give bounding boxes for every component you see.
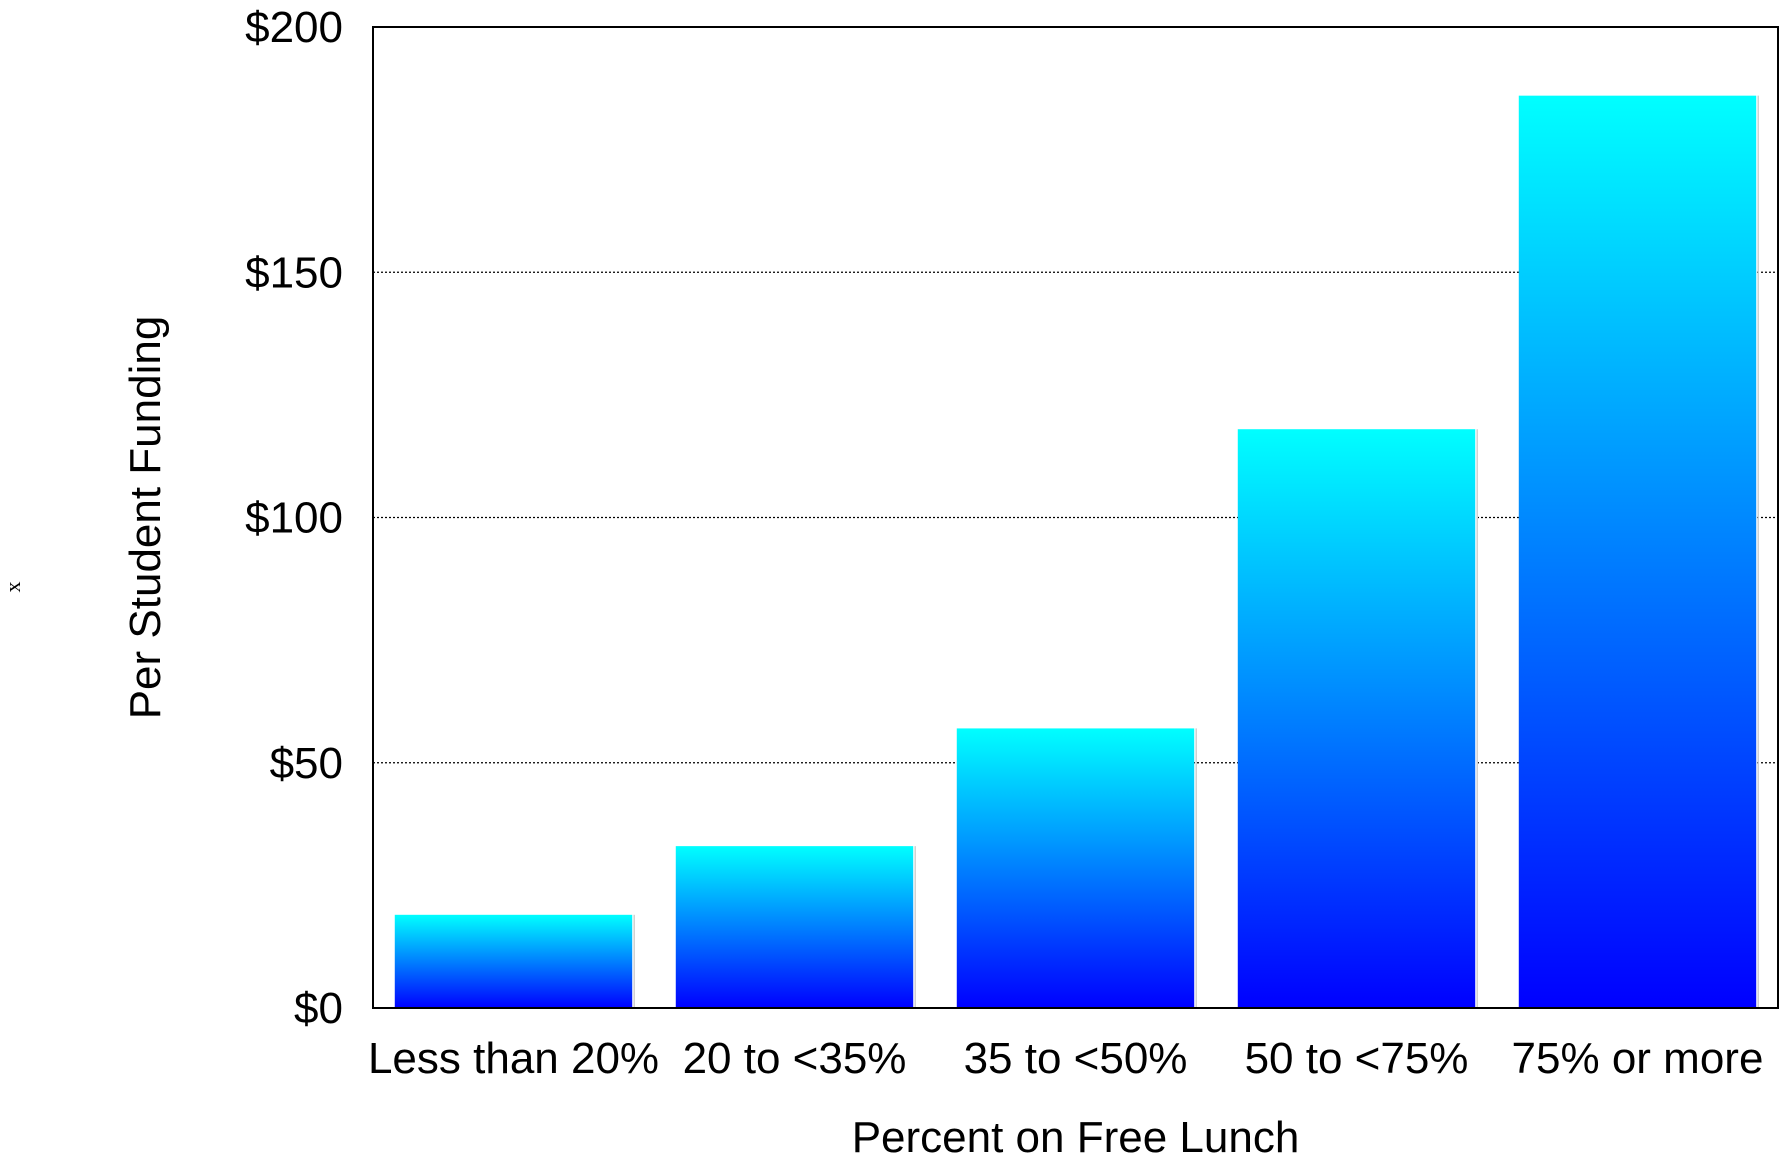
y-tick-label: $200 xyxy=(245,3,343,52)
x-tick-label: 20 to <35% xyxy=(683,1034,907,1083)
bar xyxy=(1518,95,1757,1009)
bars xyxy=(394,95,1759,1009)
bar xyxy=(394,914,633,1008)
y-tick-label: $100 xyxy=(245,494,343,543)
x-tick-label: 50 to <75% xyxy=(1245,1034,1469,1083)
plot-area-frame xyxy=(372,26,1779,1009)
y-axis-title: Per Student Funding xyxy=(121,316,170,720)
x-axis-tick-labels: Less than 20% 20 to <35% 35 to <50% 50 to <… xyxy=(368,1034,1763,1083)
y-tick-label: $150 xyxy=(245,248,343,297)
x-axis-title: Percent on Free Lunch xyxy=(852,1113,1300,1155)
bar xyxy=(675,846,914,1008)
y-tick-label: $50 xyxy=(270,739,343,788)
y-tick-label: $0 xyxy=(294,984,343,1033)
bar xyxy=(956,728,1195,1008)
x-tick-label: 75% or more xyxy=(1512,1034,1764,1083)
x-tick-label: 35 to <50% xyxy=(964,1034,1188,1083)
bar xyxy=(1237,429,1476,1009)
side-mark: x xyxy=(0,582,25,593)
x-tick-label: Less than 20% xyxy=(368,1034,659,1083)
y-axis-tick-labels: $0 $50 $100 $150 $200 xyxy=(245,3,343,1033)
